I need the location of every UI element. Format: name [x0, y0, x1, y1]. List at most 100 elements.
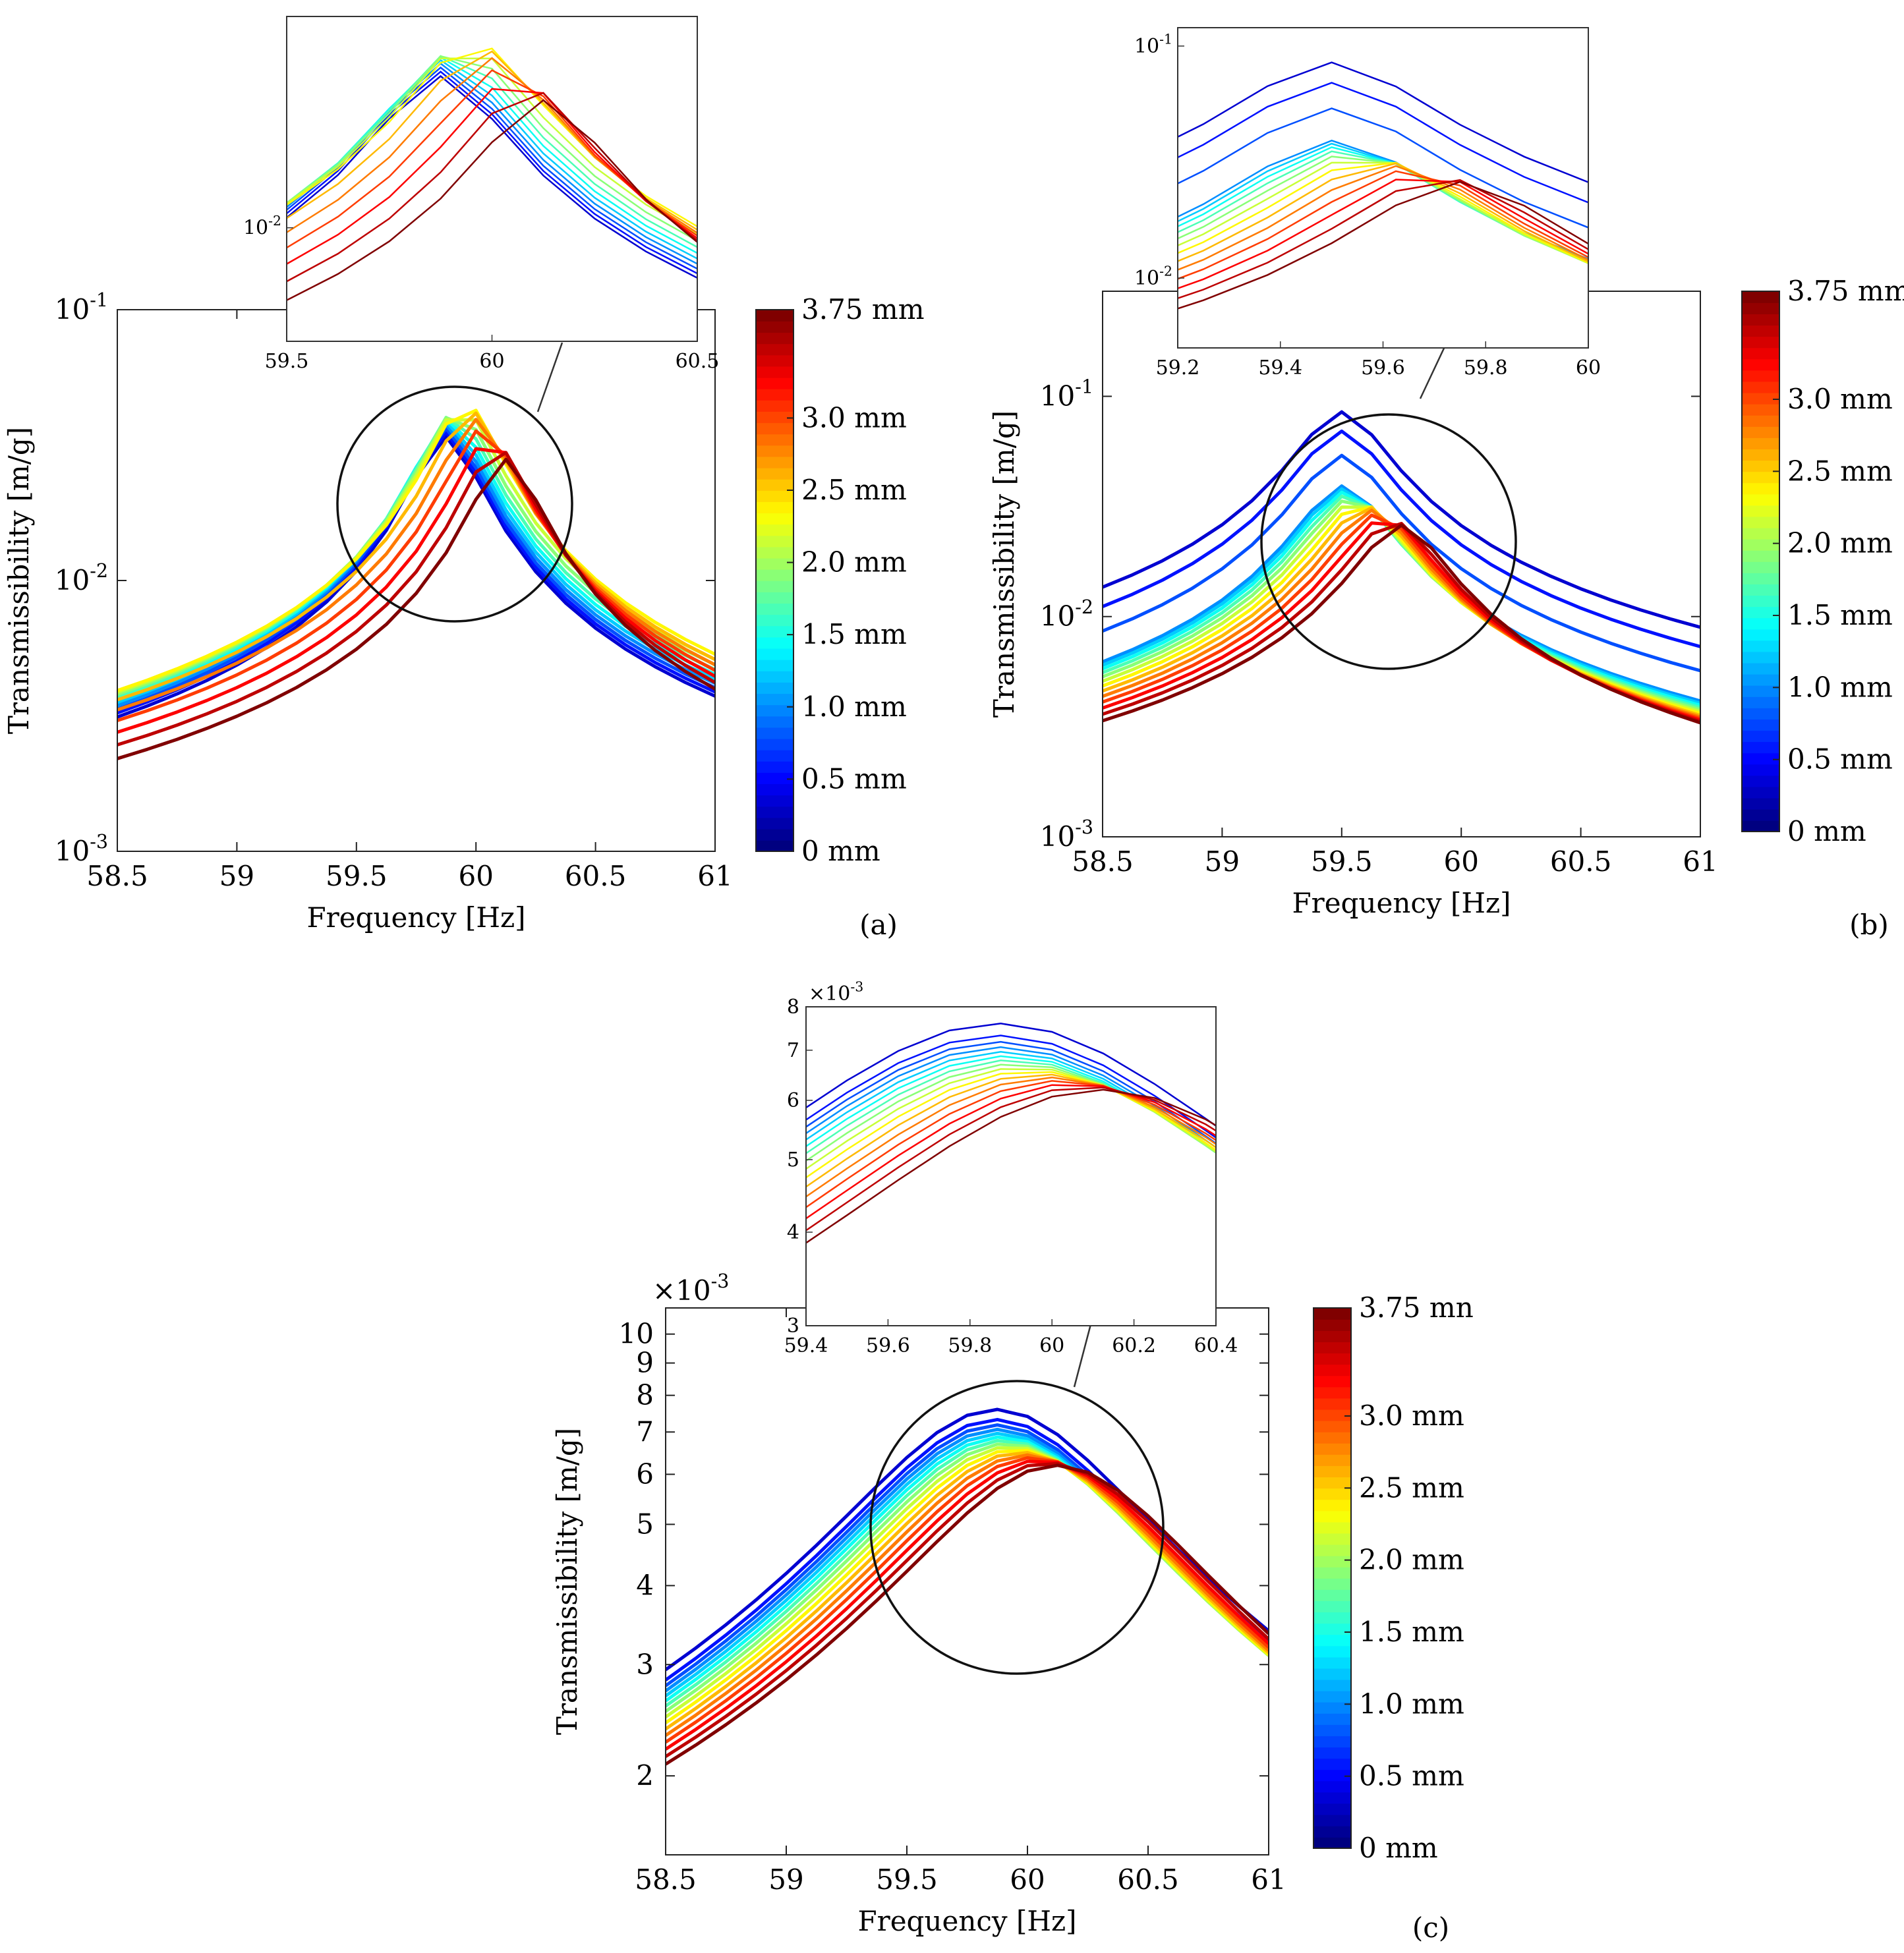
inset-series-line-1 [1178, 61, 1588, 183]
panel-1: 58.5 59 59.5 60 60.5 61 10-3 10-2 10-1 Frequency … [3, 16, 925, 941]
colorbar-band [1742, 403, 1779, 416]
colorbar-tick-label: 3.75 mm [801, 293, 925, 326]
y-tick-label: 10-1 [55, 289, 108, 326]
colorbar-band [756, 603, 793, 615]
inset-series-line-7 [1178, 150, 1588, 264]
series-line-16 [1103, 523, 1700, 725]
inset-y-tick-label: 10-2 [1134, 264, 1172, 291]
colorbar-band [1313, 1623, 1351, 1635]
x-tick-label: 59 [219, 860, 254, 892]
series-group [666, 1407, 1269, 1766]
x-tick-label: 59 [1205, 845, 1240, 878]
y-axis-label: Transmissibility [m/g] [551, 1428, 583, 1735]
colorbar-band [1313, 1319, 1351, 1331]
panel-3: 58.5 59 59.5 60 60.5 612345678910×10-3Frequen… [551, 979, 1474, 1944]
series-line-14 [666, 1459, 1269, 1751]
inset-y-multiplier: ×10-3 [809, 979, 863, 1006]
colorbar-band [756, 490, 793, 502]
zoom-circle [1260, 413, 1517, 670]
colorbar-tick-label: 0.5 mm [801, 762, 907, 795]
colorbar-band [1313, 1477, 1351, 1489]
inset-series-line-6 [287, 56, 697, 254]
colorbar-band [1313, 1488, 1351, 1500]
y-tick-label: 6 [636, 1458, 654, 1490]
colorbar-band [1313, 1454, 1351, 1466]
colorbar-band [1313, 1724, 1351, 1736]
y-tick-label: 10-3 [1040, 816, 1093, 853]
inset-series-line-14 [806, 1084, 1216, 1220]
colorbar-band [1313, 1364, 1351, 1376]
colorbar-band [1313, 1308, 1351, 1320]
y-tick-label: 3 [636, 1648, 654, 1680]
colorbar-band [1742, 797, 1779, 810]
inset-series-group [806, 1023, 1216, 1244]
inset-series-line-15 [287, 92, 697, 283]
x-tick-label: 60 [1010, 1863, 1045, 1896]
colorbar-band [756, 738, 793, 750]
colorbar-band [756, 524, 793, 536]
inset-series-line-13 [287, 69, 697, 249]
colorbar-band [1742, 808, 1779, 821]
colorbar-band [756, 580, 793, 592]
x-tick-label: 61 [697, 860, 732, 892]
colorbar-band [756, 411, 793, 424]
colorbar-band [1742, 336, 1779, 349]
colorbar-band [756, 772, 793, 785]
inset-series-line-12 [287, 57, 697, 234]
series-line-10 [666, 1448, 1269, 1724]
colorbar-band [756, 637, 793, 649]
colorbar-band [1313, 1499, 1351, 1512]
colorbar-band [1742, 527, 1779, 540]
colorbar-band [1313, 1342, 1351, 1354]
inset-series-line-7 [287, 55, 697, 248]
colorbar-tick-label: 2.0 mm [801, 546, 907, 579]
colorbar-band [756, 467, 793, 480]
y-tick-label: 10 [619, 1318, 654, 1350]
colorbar-band [756, 795, 793, 807]
inset-y-tick-label: 5 [787, 1148, 799, 1172]
y-tick-label: 9 [636, 1347, 654, 1379]
series-line-15 [117, 451, 715, 747]
y-tick-label: 8 [636, 1379, 654, 1411]
inset-y-tick-label: 10-1 [1134, 31, 1172, 58]
colorbar-tick-label: 2.5 mm [1359, 1471, 1464, 1504]
colorbar-band [1742, 314, 1779, 326]
colorbar-band [1742, 696, 1779, 708]
colorbar-band [756, 434, 793, 446]
colorbar-band [1313, 1533, 1351, 1545]
x-axis-label: Frequency [Hz] [1292, 887, 1511, 919]
colorbar-band [1313, 1398, 1351, 1410]
colorbar-band [1313, 1420, 1351, 1432]
y-tick-label: 10-2 [55, 559, 108, 596]
inset-x-tick-label: 59.8 [948, 1334, 992, 1357]
colorbar-band [1742, 381, 1779, 393]
colorbar: 0 mm 0.5 mm 1.0 mm 1.5 mm 2.0 mm 2.5 mm 3.0 mm… [1741, 275, 1904, 847]
colorbar-band [756, 513, 793, 525]
inset-series-line-13 [806, 1080, 1216, 1208]
inset-x-tick-label: 60.4 [1194, 1334, 1238, 1357]
x-tick-label: 59.5 [326, 860, 388, 892]
y-tick-label: 2 [636, 1759, 654, 1792]
colorbar-band [1742, 595, 1779, 608]
colorbar-band [1313, 1736, 1351, 1748]
series-line-8 [117, 416, 715, 696]
x-axis-label: Frequency [Hz] [857, 1905, 1076, 1937]
colorbar-band [1742, 505, 1779, 517]
colorbar-band [1313, 1701, 1351, 1714]
inset-series-line-2 [806, 1034, 1216, 1139]
y-tick-label: 10-1 [1040, 376, 1093, 412]
colorbar-band [756, 546, 793, 559]
colorbar-frame [1313, 1307, 1352, 1849]
y-tick-label: 10-2 [1040, 596, 1093, 633]
colorbar-band [1313, 1465, 1351, 1478]
colorbar-band [1313, 1544, 1351, 1556]
colorbar-band [756, 659, 793, 671]
colorbar-band [1742, 550, 1779, 562]
colorbar-band [1313, 1747, 1351, 1759]
colorbar-band [756, 761, 793, 773]
y-axis-label: Transmissibility [m/g] [988, 410, 1020, 718]
colorbar-band [1313, 1814, 1351, 1826]
colorbar-tick-label: 2.0 mm [1359, 1544, 1464, 1576]
x-tick-label: 58.5 [86, 860, 148, 892]
